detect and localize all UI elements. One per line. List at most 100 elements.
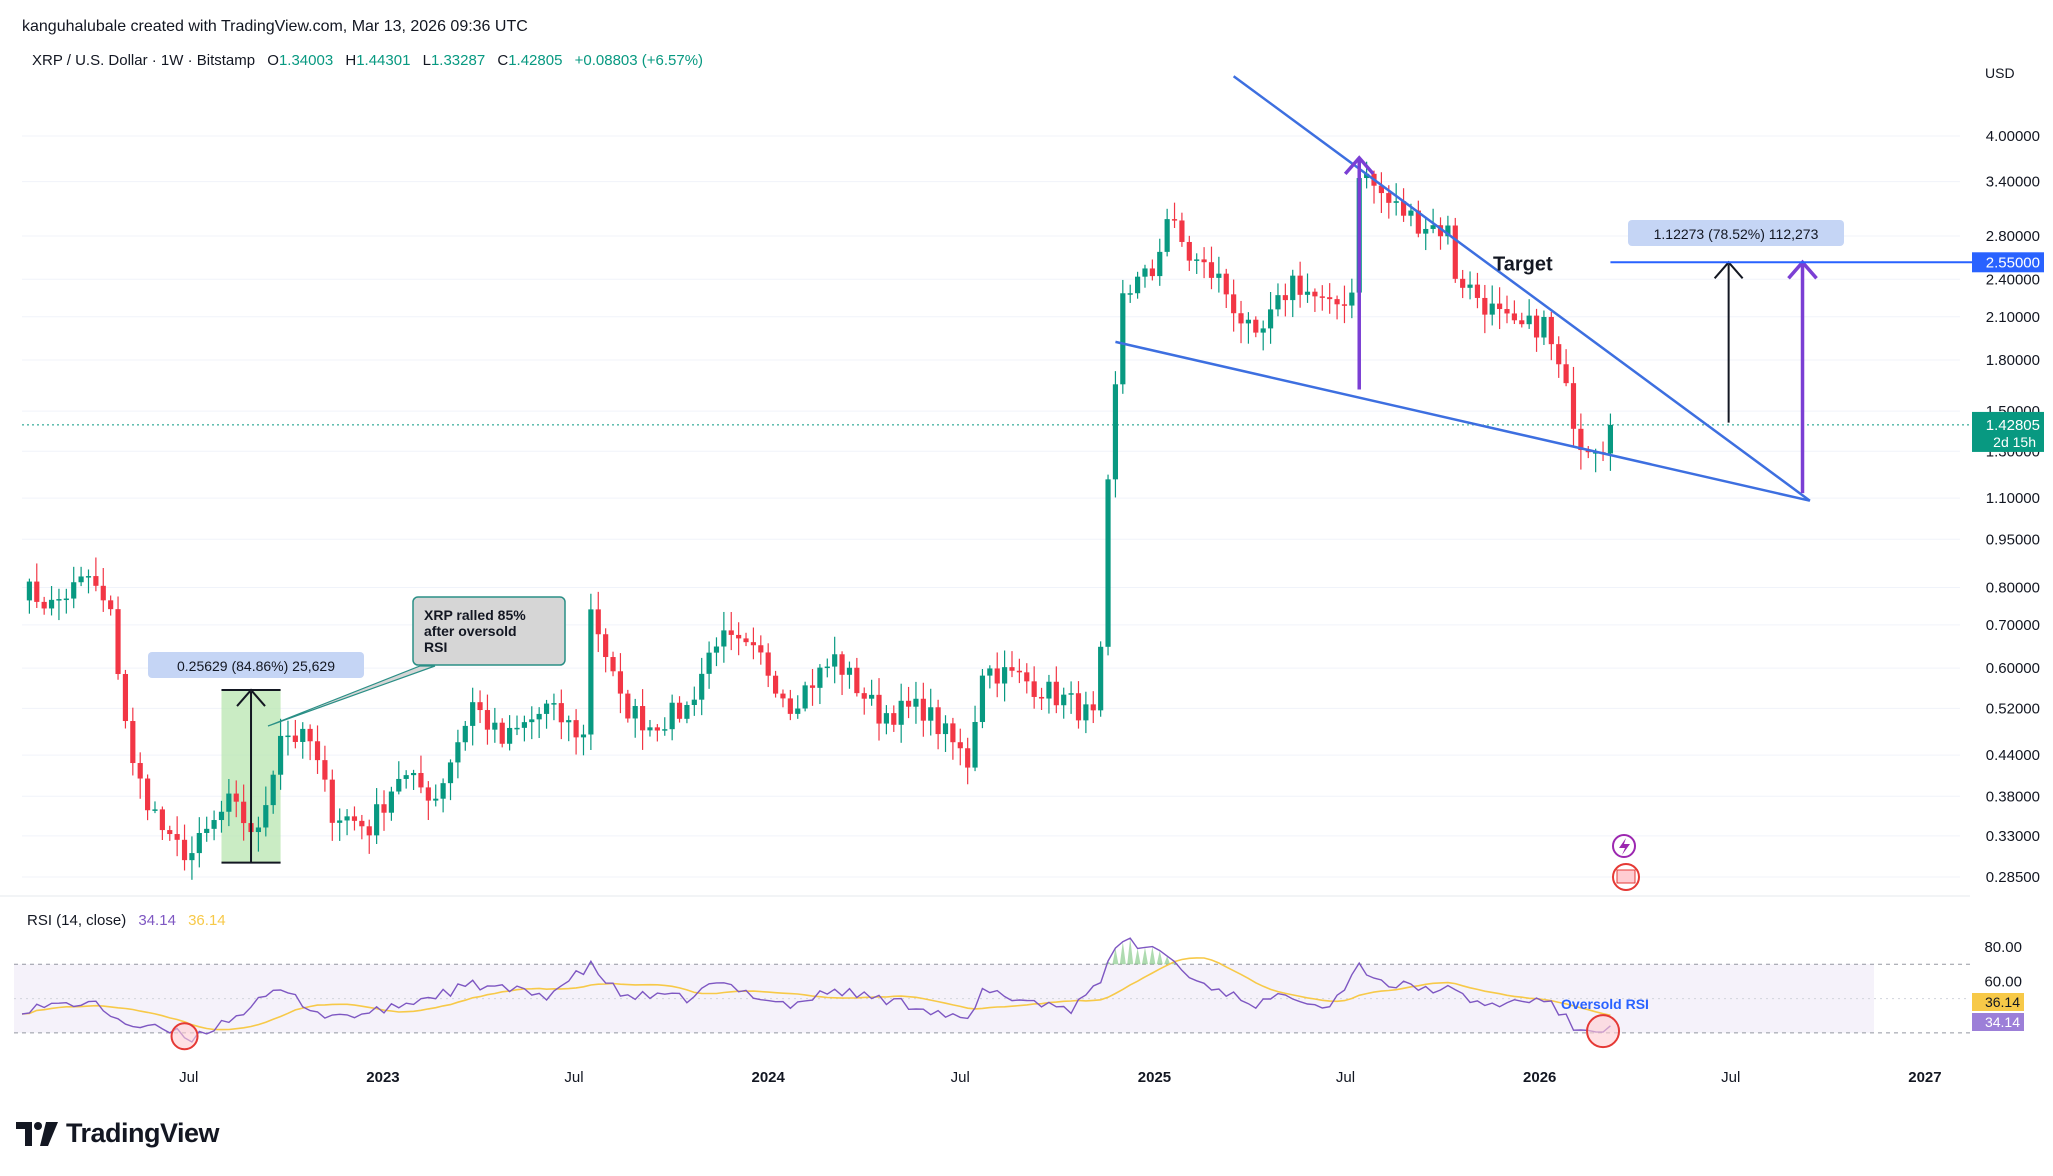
rsi-line — [21, 937, 1611, 1043]
candle — [263, 786, 269, 837]
candle-body — [1053, 681, 1059, 706]
candle-body — [226, 793, 232, 812]
candle-body — [174, 834, 180, 840]
candle — [1223, 268, 1229, 308]
candle — [699, 657, 705, 716]
rsi-legend[interactable]: RSI (14, close) 34.14 36.14 — [27, 912, 226, 929]
candle — [632, 698, 638, 738]
candle — [691, 686, 697, 716]
event-flag-icon — [1612, 863, 1640, 891]
event-lightning-icon — [1612, 834, 1636, 858]
candle — [942, 715, 949, 752]
candle — [521, 715, 527, 742]
candle — [167, 825, 173, 841]
candle — [1445, 215, 1451, 245]
candle-body — [285, 735, 291, 738]
candle-body — [1075, 693, 1082, 721]
candle-body — [189, 853, 195, 861]
candle-body — [1002, 667, 1008, 684]
candle-body — [935, 707, 941, 735]
candle — [1171, 202, 1178, 228]
candle — [359, 814, 365, 840]
candle — [499, 718, 505, 748]
candle — [935, 699, 941, 750]
candle — [34, 563, 40, 609]
candle — [300, 722, 306, 759]
candle-body — [625, 693, 631, 719]
measure-label-right: 1.12273 (78.52%) 112,273 — [1628, 220, 1844, 246]
candle-body — [78, 576, 84, 583]
candle — [1245, 312, 1251, 344]
candle-body — [344, 816, 350, 821]
candle-body — [277, 735, 284, 775]
candle-body — [728, 630, 734, 635]
candle-body — [861, 693, 867, 699]
wedge-upper-trendline — [1232, 75, 1811, 502]
tradingview-logo[interactable]: TradingView — [16, 1118, 220, 1149]
candle — [1504, 295, 1510, 324]
candle — [1327, 283, 1333, 314]
candle — [654, 724, 660, 742]
candle-body — [913, 698, 919, 707]
candle-body — [263, 805, 269, 828]
candle — [802, 681, 808, 712]
candle — [277, 718, 284, 790]
candle — [63, 588, 69, 614]
candle — [337, 808, 343, 841]
candle — [1297, 261, 1303, 308]
candle-body — [1570, 383, 1577, 429]
close-value: 1.42805 — [508, 52, 563, 69]
candle-body — [1194, 259, 1200, 261]
symbol-legend[interactable]: XRP / U.S. Dollar · 1W · Bitstamp O1.340… — [32, 52, 703, 69]
candle-body — [632, 706, 638, 719]
candle — [684, 701, 690, 724]
overlay-back — [22, 424, 1972, 863]
candle-body — [1452, 225, 1458, 279]
candle — [26, 578, 32, 614]
candle — [573, 709, 579, 755]
candle-body — [1024, 672, 1030, 682]
candle — [758, 635, 764, 665]
candle — [1378, 172, 1384, 214]
candle-body — [1423, 228, 1429, 234]
last-price-badge-price: 1.42805 — [1986, 417, 2040, 434]
price-tick-label: 4.00000 — [1986, 128, 2040, 145]
rsi-layer — [21, 937, 1611, 1043]
candle — [1179, 212, 1185, 247]
candle-body — [314, 741, 321, 761]
rsi-legend-value: 34.14 — [138, 912, 176, 929]
rally-callout-box — [412, 596, 566, 666]
rsi-ma-badge-text: 36.14 — [1985, 994, 2020, 1010]
candle-body — [1437, 225, 1444, 237]
projection-arrow — [1787, 259, 1818, 494]
rsi-ma-badge-bg — [1972, 993, 2024, 1011]
open-label: O — [267, 52, 279, 69]
candle-body — [1016, 670, 1022, 673]
candle — [1563, 349, 1569, 387]
target-price-badge-text: 2.55000 — [1986, 254, 2040, 271]
candle-body — [1275, 295, 1281, 310]
candle-body — [854, 667, 860, 694]
candle-body — [1238, 313, 1244, 324]
candle-body — [381, 804, 387, 813]
candle — [987, 665, 993, 689]
candle — [1548, 311, 1554, 361]
candle-body — [795, 708, 801, 714]
candle-body — [1046, 681, 1052, 699]
candle-body — [928, 707, 934, 721]
candle — [706, 641, 712, 689]
candle-body — [1223, 273, 1229, 295]
candle-body — [1127, 293, 1133, 295]
candle-body — [1267, 309, 1274, 329]
candle-body — [566, 720, 572, 723]
candle-body — [736, 634, 742, 639]
target-price-badge-bg — [1972, 252, 2044, 273]
price-chart[interactable]: Target 1.12273 (78.52%) 112,273 0.25629 (8… — [0, 0, 2053, 1110]
candle-body — [765, 652, 771, 676]
candle — [1009, 651, 1015, 678]
time-tick-label: Jul — [564, 1069, 583, 1086]
measure-label-left: 0.25629 (84.86%) 25,629 — [148, 652, 364, 678]
time-tick-label: Jul — [951, 1069, 970, 1086]
time-tick-label: 2023 — [366, 1069, 399, 1086]
time-tick-label: 2026 — [1523, 1069, 1556, 1086]
